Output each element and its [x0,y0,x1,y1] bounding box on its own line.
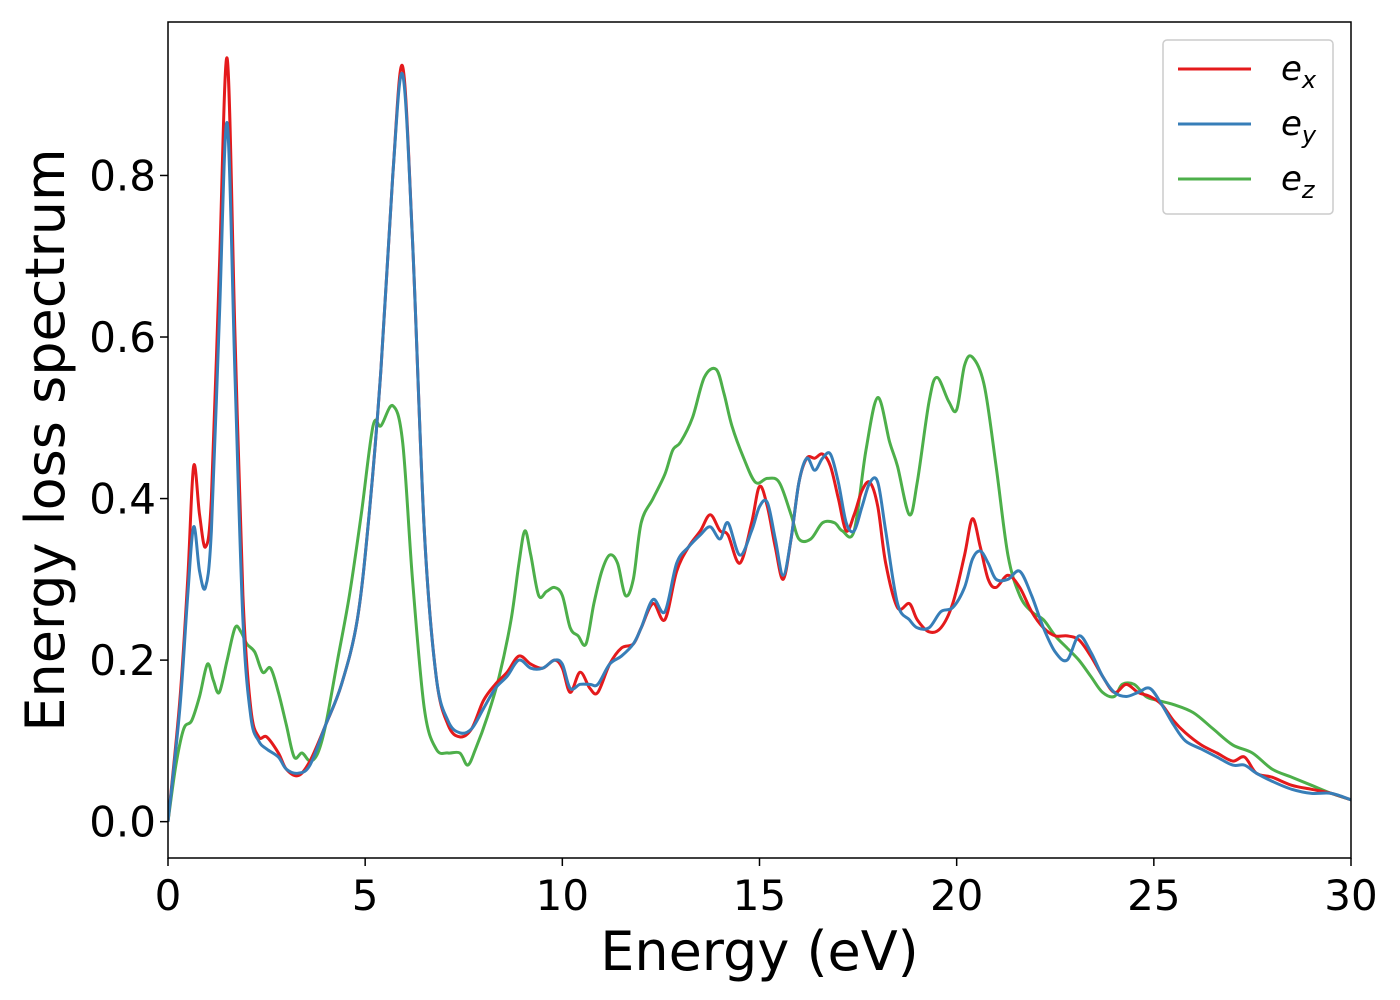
legend-label-y: ey [1281,104,1317,149]
x-tick-label: 15 [733,871,786,920]
y-tick-label: 0.2 [89,636,156,685]
y-tick-label: 0.0 [89,798,156,847]
x-tick-label: 10 [536,871,589,920]
legend-label-z: ez [1281,159,1316,204]
x-tick-label: 25 [1127,871,1180,920]
y-tick-label: 0.4 [89,475,156,524]
x-tick-label: 0 [155,871,182,920]
plot-lines [168,56,1351,822]
series-line-y [168,71,1351,822]
x-tick-label: 30 [1324,871,1377,920]
y-axis-label: Energy loss spectrum [14,148,77,731]
y-tick-label: 0.6 [89,313,156,362]
y-axis-ticks: 0.0 0.2 0.4 0.6 0.8 [89,151,168,847]
x-axis-label: Energy (eV) [600,920,919,983]
x-tick-label: 5 [352,871,379,920]
legend-box [1162,39,1334,215]
legend-label-x: ex [1281,49,1317,94]
legend: ex ey ez [1162,39,1334,215]
x-axis-ticks: 0 5 10 15 20 25 30 [155,858,1378,920]
y-tick-label: 0.8 [89,151,156,200]
x-tick-label: 20 [930,871,983,920]
